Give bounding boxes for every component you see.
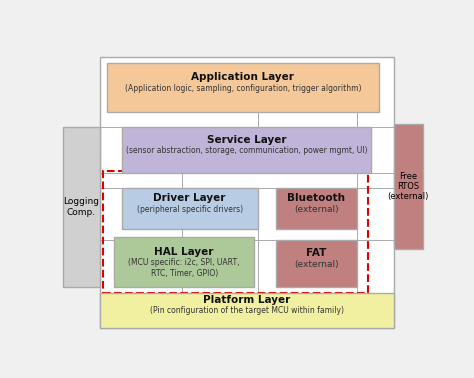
Text: (MCU specific: i2c, SPI, UART,
RTC, Timer, GPIO): (MCU specific: i2c, SPI, UART, RTC, Time… [128,259,240,278]
Text: Service Layer: Service Layer [207,135,286,145]
Text: (sensor abstraction, storage, communication, power mgmt, UI): (sensor abstraction, storage, communicat… [126,146,367,155]
Text: Bluetooth: Bluetooth [287,193,346,203]
FancyBboxPatch shape [100,57,393,328]
FancyBboxPatch shape [122,188,258,229]
Text: (peripheral specific drivers): (peripheral specific drivers) [137,204,243,214]
FancyBboxPatch shape [122,127,372,174]
Text: (Application logic, sampling, configuration, trigger algorithm): (Application logic, sampling, configurat… [125,84,361,93]
FancyBboxPatch shape [100,293,393,328]
Text: (external): (external) [294,204,339,214]
Text: Free
RTOS
(external): Free RTOS (external) [388,172,429,201]
Text: Driver Layer: Driver Layer [154,193,226,203]
Text: FAT: FAT [306,248,327,259]
FancyBboxPatch shape [393,124,423,249]
FancyBboxPatch shape [276,188,357,229]
Text: Application Layer: Application Layer [191,72,294,82]
FancyBboxPatch shape [276,240,357,287]
FancyBboxPatch shape [63,127,100,287]
Text: HAL Layer: HAL Layer [155,247,214,257]
FancyBboxPatch shape [107,63,379,112]
FancyBboxPatch shape [114,237,254,287]
Text: Logging
Comp.: Logging Comp. [64,197,99,217]
Text: (Pin configuration of the target MCU within family): (Pin configuration of the target MCU wit… [150,307,344,315]
Text: (external): (external) [294,260,339,269]
Text: Platform Layer: Platform Layer [203,295,290,305]
